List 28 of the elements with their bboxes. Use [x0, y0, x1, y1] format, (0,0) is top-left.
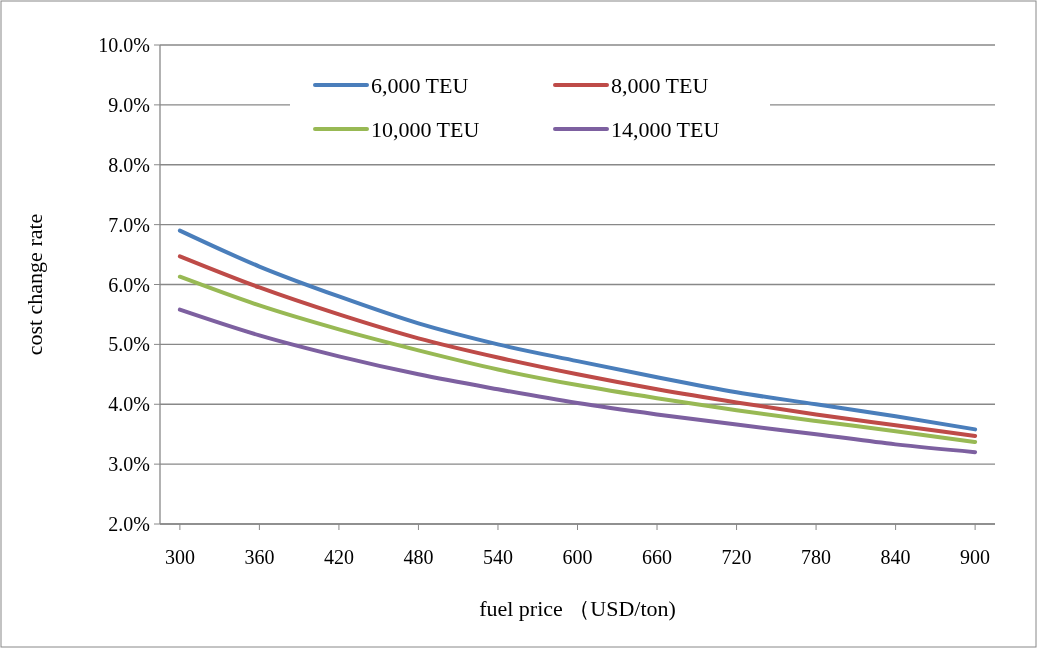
x-tick-label: 420	[323, 546, 354, 568]
x-tick-label: 540	[482, 546, 513, 568]
y-tick-label: 3.0%	[108, 453, 150, 476]
y-tick-label: 4.0%	[108, 393, 150, 416]
x-tick-label: 660	[642, 546, 673, 568]
y-tick-label: 10.0%	[98, 34, 150, 56]
y-tick-label: 9.0%	[108, 93, 150, 116]
y-tick-label: 2.0%	[108, 513, 150, 535]
x-tick-label: 480	[403, 546, 434, 568]
y-tick-label: 8.0%	[108, 153, 150, 176]
x-tick-label: 720	[721, 546, 752, 568]
x-tick-label: 780	[801, 546, 832, 568]
line-series	[177, 307, 978, 455]
y-tick-label: 5.0%	[108, 333, 150, 356]
x-tick-label: 840	[880, 546, 911, 568]
legend-label: 14,000 TEU	[611, 116, 720, 142]
y-axis-title: cost change rate	[22, 213, 47, 356]
legend-label: 10,000 TEU	[371, 116, 480, 142]
x-axis-title: fuel price （USD/ton)	[479, 596, 676, 621]
y-tick-label: 7.0%	[108, 213, 150, 236]
line-series	[177, 228, 978, 432]
legend-label: 8,000 TEU	[611, 72, 709, 98]
legend-label: 6,000 TEU	[371, 72, 469, 98]
x-tick-label: 300	[164, 546, 195, 568]
y-tick-label: 6.0%	[108, 273, 150, 296]
x-tick-label: 600	[562, 546, 593, 568]
x-tick-label: 900	[960, 546, 991, 568]
x-tick-label: 360	[244, 546, 275, 568]
